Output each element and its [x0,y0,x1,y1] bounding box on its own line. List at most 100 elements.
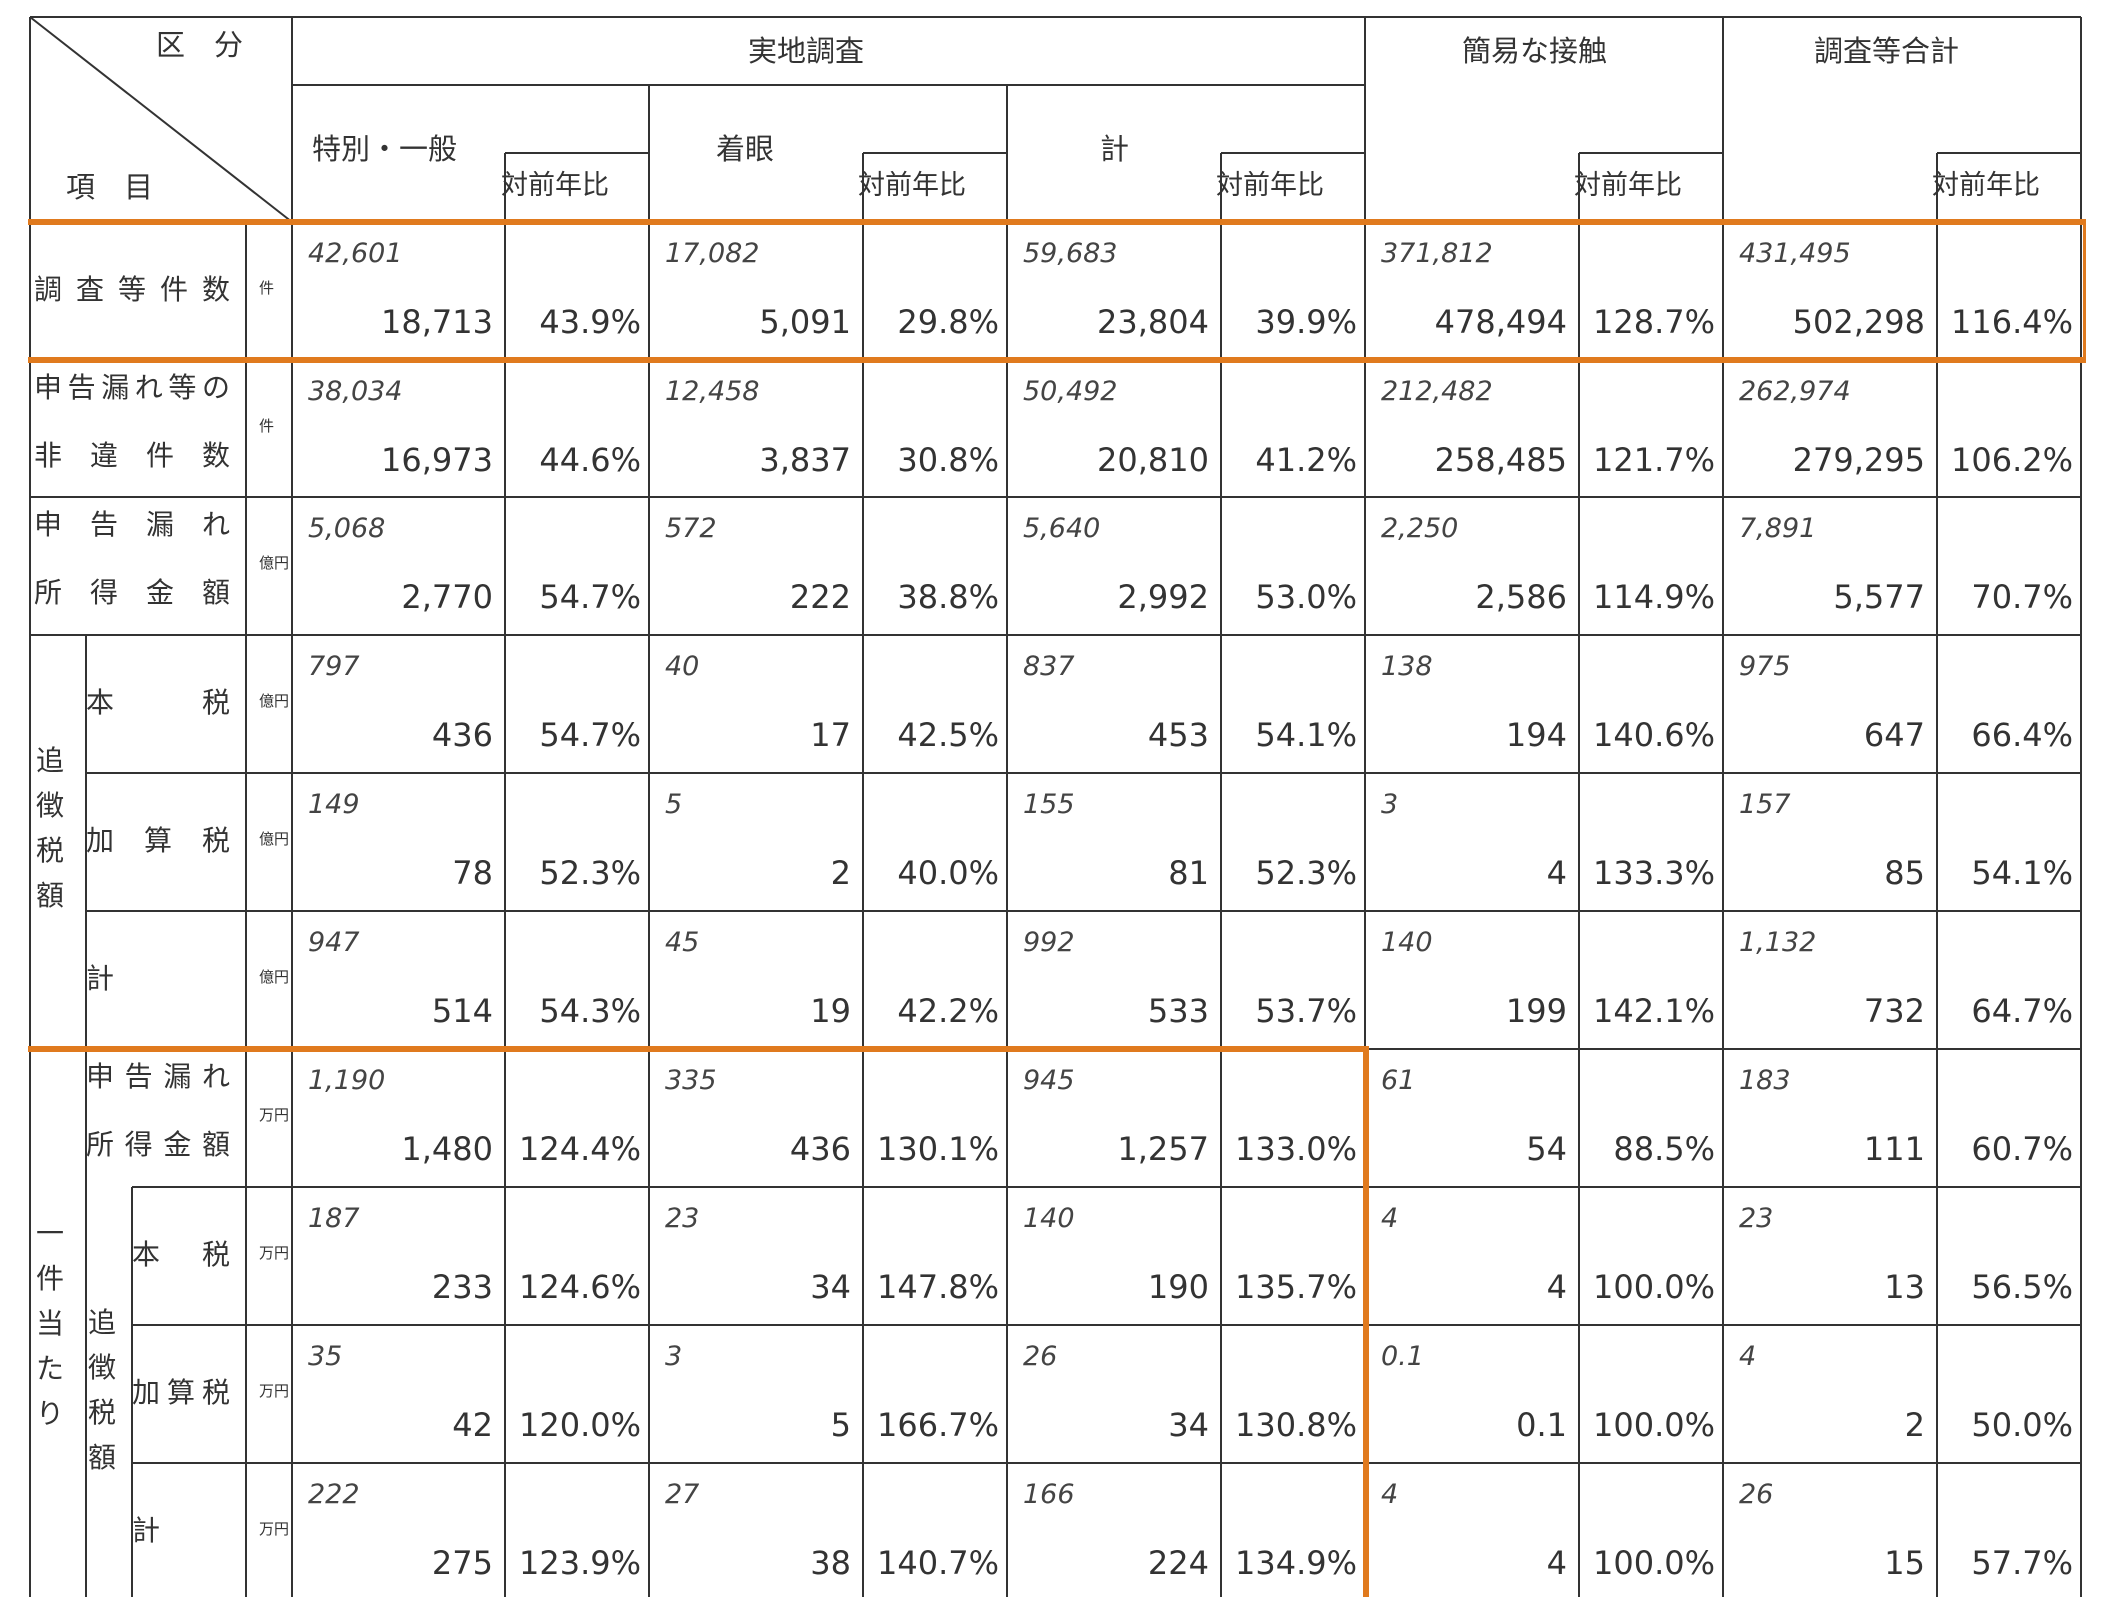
cell-prev-year: 5,068 [308,513,386,544]
cell-prev-year: 40 [665,651,700,682]
cell-ratio: 52.3% [1255,854,1357,892]
cell-ratio: 64.7% [1971,992,2073,1030]
cell-current: 5,577 [1833,578,1925,616]
corner-header-kubun: 区 分 [156,28,244,62]
header-ratio-5: 対前年比 [1932,170,2040,201]
cell-ratio: 135.7% [1234,1268,1357,1306]
cell-current: 233 [431,1268,493,1306]
cell-ratio: 53.7% [1255,992,1357,1030]
row-label: 計 [86,962,115,995]
cell-prev-year: 947 [308,927,360,958]
cell-current: 194 [1505,716,1567,754]
cell-current: 23,804 [1097,303,1209,341]
cell-prev-year: 26 [1739,1479,1774,1510]
cell-current: 19 [810,992,851,1030]
cell-ratio: 60.7% [1971,1130,2073,1168]
cell-current: 81 [1168,854,1209,892]
row-unit: 億円 [259,692,290,710]
row-label: 本 税 [132,1238,230,1271]
cell-current: 3,837 [759,441,851,479]
row-unit: 万円 [259,1106,290,1124]
cell-prev-year: 23 [1739,1203,1774,1234]
cell-prev-year: 140 [1381,927,1433,958]
cell-current: 13 [1884,1268,1925,1306]
cell-ratio: 100.0% [1592,1268,1715,1306]
cell-ratio: 42.2% [897,992,999,1030]
cell-current: 647 [1863,716,1925,754]
cell-ratio: 142.1% [1592,992,1715,1030]
highlight-box-chousa-kensu [28,219,2086,363]
cell-prev-year: 992 [1023,927,1075,958]
cell-current: 15 [1884,1544,1925,1582]
cell-current: 111 [1863,1130,1925,1168]
cell-current: 502,298 [1792,303,1925,341]
cell-ratio: 38.8% [897,578,999,616]
cell-prev-year: 59,683 [1023,238,1118,269]
cell-ratio: 39.9% [1255,303,1357,341]
header-tokubetsu-ippan: 特別・一般 [312,132,458,166]
cell-prev-year: 262,974 [1739,376,1851,407]
cell-ratio: 128.7% [1592,303,1715,341]
cell-ratio: 41.2% [1255,441,1357,479]
cell-ratio: 42.5% [897,716,999,754]
cell-prev-year: 4 [1381,1203,1399,1234]
cell-ratio: 54.3% [539,992,641,1030]
header-jitchi-chousa: 実地調査 [748,34,865,68]
cell-current: 275 [431,1544,493,1582]
row-unit: 件 [259,416,275,435]
cell-ratio: 56.5% [1971,1268,2073,1306]
cell-prev-year: 12,458 [665,376,760,407]
cell-prev-year: 5 [665,789,683,820]
cell-prev-year: 4 [1739,1341,1757,1372]
cell-current: 1,257 [1117,1130,1209,1168]
cell-current: 2,586 [1475,578,1567,616]
cell-prev-year: 26 [1023,1341,1058,1372]
cell-ratio: 133.0% [1234,1130,1357,1168]
side-label-tsuicho-zeigaku-2: 追徴税額 [85,1300,119,1480]
row-label-line-1: 申告漏れ [86,1060,230,1093]
cell-prev-year: 335 [665,1065,717,1096]
cell-prev-year: 187 [308,1203,360,1234]
row-label: 調査等件数 [34,273,230,306]
cell-current: 258,485 [1434,441,1567,479]
cell-current: 34 [810,1268,851,1306]
cell-ratio: 54.1% [1971,854,2073,892]
cell-prev-year: 371,812 [1381,238,1493,269]
cell-ratio: 54.7% [539,578,641,616]
cell-current: 54 [1526,1130,1567,1168]
cell-prev-year: 38,034 [308,376,403,407]
header-kan-i-sesshoku: 簡易な接触 [1462,34,1608,68]
cell-prev-year: 166 [1023,1479,1075,1510]
cell-ratio: 100.0% [1592,1406,1715,1444]
cell-ratio: 54.7% [539,716,641,754]
cell-current: 38 [810,1544,851,1582]
cell-ratio: 130.1% [876,1130,999,1168]
cell-ratio: 124.6% [518,1268,641,1306]
cell-ratio: 166.7% [876,1406,999,1444]
cell-prev-year: 149 [308,789,360,820]
side-label-tsuicho-text: 追徴税額 [35,744,64,912]
table-grid-lines [28,16,2086,1597]
row-unit: 件 [259,279,275,297]
cell-current: 78 [452,854,493,892]
row-unit: 万円 [259,1382,290,1400]
cell-prev-year: 212,482 [1381,376,1493,407]
cell-ratio: 121.7% [1592,441,1715,479]
cell-current: 533 [1147,992,1209,1030]
cell-prev-year: 837 [1023,651,1075,682]
cell-ratio: 140.7% [876,1544,999,1582]
cell-prev-year: 222 [308,1479,360,1510]
cell-ratio: 114.9% [1592,578,1715,616]
cell-ratio: 106.2% [1950,441,2073,479]
highlight-box-ikken-atari [28,1046,1369,1597]
cell-ratio: 54.1% [1255,716,1357,754]
cell-current: 4 [1546,1544,1567,1582]
cell-prev-year: 45 [665,927,700,958]
cell-current: 20,810 [1097,441,1209,479]
cell-current: 16,973 [381,441,493,479]
header-chousa-goukei: 調査等合計 [1814,34,1960,68]
cell-ratio: 29.8% [897,303,999,341]
row-label-line-1: 申告漏れ [34,508,230,541]
row-unit: 億円 [259,830,290,848]
header-chakugan: 着眼 [716,132,775,166]
